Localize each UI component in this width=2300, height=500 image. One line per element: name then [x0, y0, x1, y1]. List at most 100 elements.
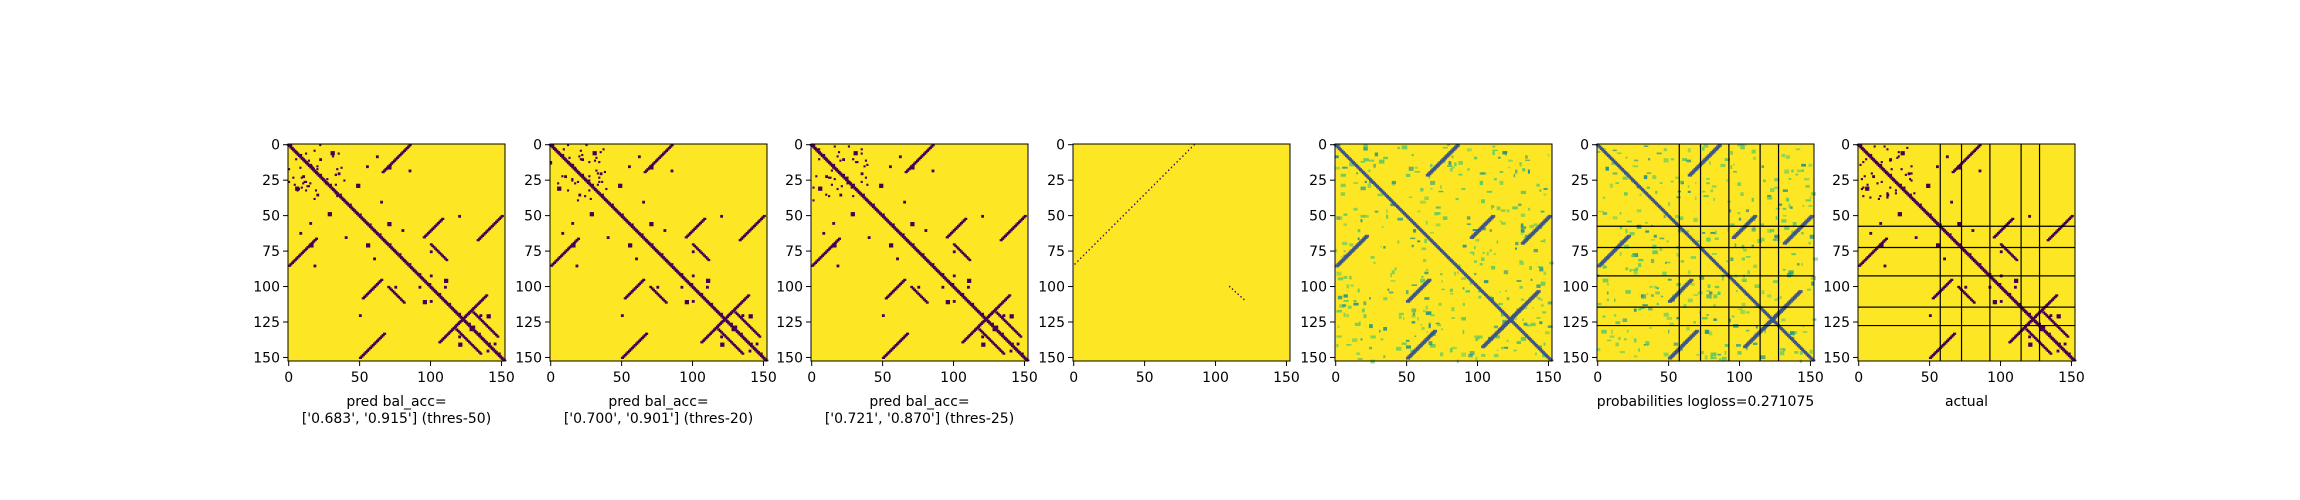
contact-cell — [979, 329, 983, 333]
diagonal-cell — [1903, 190, 1908, 193]
probability-cell — [1374, 152, 1379, 157]
contact-cell — [1003, 319, 1007, 323]
contact-cell — [388, 163, 392, 167]
x-tick-label: 50 — [1921, 370, 1939, 386]
contact-cell — [364, 351, 368, 354]
probability-cell — [1367, 183, 1372, 188]
contact-cell — [731, 328, 735, 332]
contact-cell — [1928, 356, 1933, 360]
probability-cell — [1388, 291, 1394, 294]
contact-cell — [900, 281, 904, 284]
contact-cell — [898, 339, 903, 342]
contact-cell — [663, 300, 667, 303]
diagonal-cell — [610, 206, 616, 209]
diagonal-cell — [823, 158, 829, 160]
contact-cell — [833, 145, 836, 148]
contact-cell — [903, 200, 907, 204]
contact-cell — [422, 236, 426, 239]
contact-cell — [2021, 328, 2025, 331]
x-tick-label: 100 — [1987, 370, 2014, 386]
probability-cell — [1491, 265, 1496, 270]
diagonal-cell — [1791, 339, 1796, 342]
contact-cell — [449, 329, 453, 333]
probability-cell — [1336, 309, 1343, 313]
diagonal-cell — [1371, 182, 1377, 184]
diagonal-cell — [295, 152, 300, 155]
contact-cell — [391, 290, 395, 293]
probability-cell — [1405, 173, 1411, 178]
diagonal-cell — [500, 358, 505, 360]
probability-cell — [1408, 166, 1414, 171]
diagonal-cell — [407, 264, 412, 267]
axes-frame — [810, 143, 1029, 362]
contact-cell — [2045, 304, 2049, 307]
diagonal-cell — [1706, 254, 1711, 257]
diagonal-cell — [1748, 297, 1754, 299]
diagonal-cell — [486, 343, 491, 346]
diagonal-cell — [871, 206, 877, 209]
contact-cell — [735, 305, 739, 308]
diagonal-cell — [979, 314, 985, 316]
contact-cell — [408, 169, 412, 173]
contact-cell — [496, 335, 500, 338]
probability-cell — [1438, 190, 1444, 193]
contact-cell — [2053, 231, 2057, 235]
diagonal-cell — [740, 335, 745, 338]
contact-cell — [1010, 227, 1015, 230]
contact-cell — [918, 294, 922, 297]
diagonal-cell — [897, 231, 902, 234]
diagonal-cell — [2053, 341, 2058, 343]
probability-cell — [1638, 348, 1640, 352]
diagonal-cell — [1363, 173, 1368, 176]
contact-cell — [363, 295, 367, 299]
diagonal-cell — [1635, 183, 1640, 186]
probability-cell — [1503, 346, 1509, 349]
diagonal-cell — [647, 243, 654, 245]
contact-cell — [1022, 216, 1026, 219]
x-axis-label: pred bal_acc= — [869, 394, 969, 410]
contact-cell — [853, 151, 858, 156]
diagonal-cell — [319, 176, 324, 179]
probability-cell — [1529, 265, 1532, 270]
contact-cell — [307, 185, 310, 188]
contact-cell — [601, 180, 604, 184]
contact-cell — [381, 334, 385, 337]
probability-cell — [1482, 227, 1486, 231]
contact-cell — [361, 353, 365, 357]
probability-cell — [1687, 298, 1693, 303]
contact-cell — [337, 152, 340, 155]
contact-cell — [485, 230, 489, 233]
contact-cell — [962, 253, 966, 256]
x-tick-label: 100 — [1202, 370, 1229, 386]
diagonal-cell — [628, 223, 634, 226]
contact-cell — [1872, 250, 1876, 253]
contact-cell — [964, 254, 968, 257]
diagonal-cell — [1546, 356, 1551, 359]
contact-cell — [334, 192, 337, 195]
diagonal-cell — [1873, 161, 1878, 163]
contact-cell — [561, 253, 565, 256]
contact-cell — [620, 356, 625, 360]
contact-cell — [429, 300, 433, 303]
diagonal-cell — [660, 256, 665, 258]
contact-cell — [358, 314, 362, 318]
diagonal-cell — [1502, 312, 1507, 315]
contact-cell — [1880, 180, 1883, 184]
contact-cell — [1972, 149, 1977, 152]
contact-cell — [1950, 200, 1954, 204]
x-tick-label: 0 — [1331, 370, 1340, 386]
diagonal-cell — [1500, 311, 1506, 314]
contact-cell — [898, 282, 903, 286]
probability-cell — [1711, 356, 1717, 360]
diagonal-cell — [1616, 165, 1622, 167]
contact-cell — [2014, 278, 2019, 283]
diagonal-cell — [867, 202, 872, 204]
probability-cell — [1760, 237, 1765, 242]
contact-cell — [642, 278, 646, 282]
probability-cell — [1353, 207, 1358, 211]
diagonal-cell — [576, 172, 582, 175]
diagonal-cell — [451, 308, 456, 311]
diagonal-cell — [1407, 217, 1412, 220]
contact-cell — [480, 319, 484, 323]
